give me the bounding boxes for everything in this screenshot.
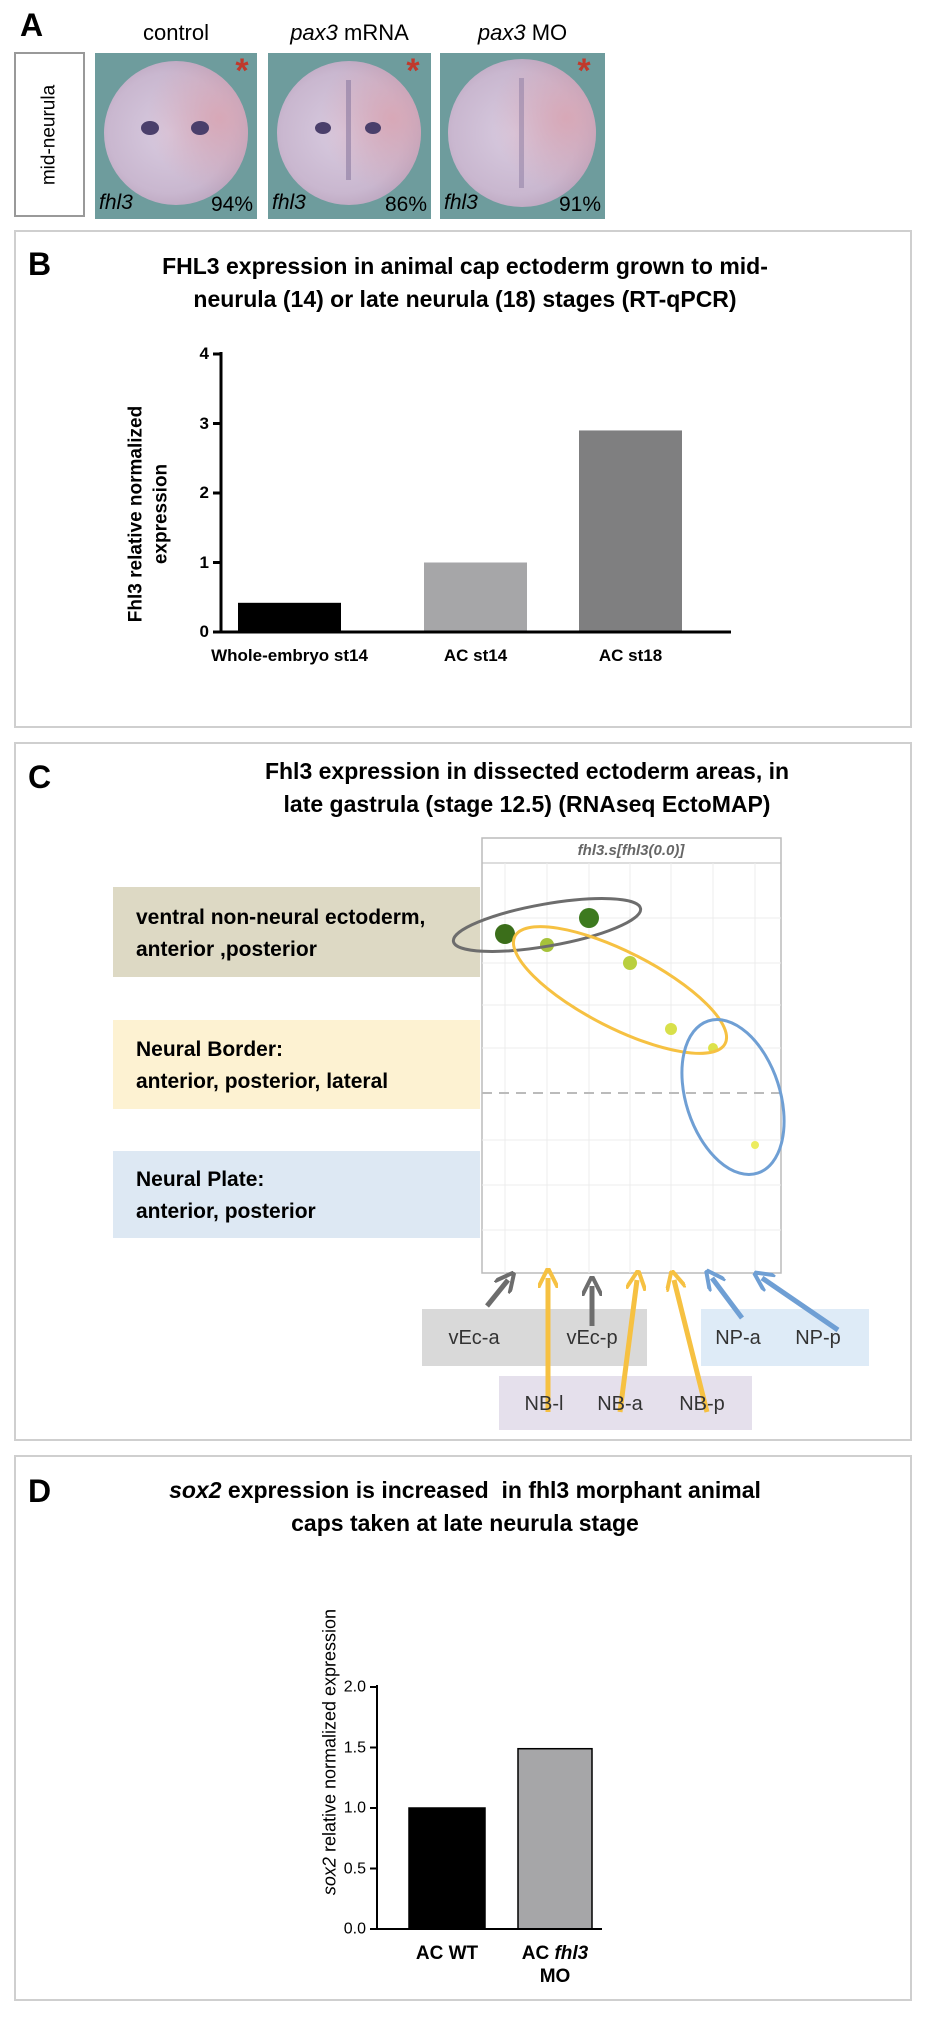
text-run: control xyxy=(142,20,210,45)
row-label-box xyxy=(14,52,85,217)
column-title: pax3 mRNA xyxy=(290,20,409,46)
panel-label: A xyxy=(20,7,44,43)
row-label: mid-neurula xyxy=(38,84,60,186)
bar xyxy=(517,1747,593,1930)
text-line: sox2 relative normalized expression xyxy=(318,1542,341,1962)
text-line: late gastrula (stage 12.5) (RNAseq EctoM… xyxy=(283,791,771,818)
text-line: anterior ,posterior xyxy=(136,937,317,961)
text-line: Fhl3 relative normalized xyxy=(125,405,147,623)
text-line: Neural Border: xyxy=(136,1038,284,1061)
text-run: expression is increased in fhl3 morphant… xyxy=(221,1477,761,1503)
group-label: Neural Plate: anterior, posterior xyxy=(136,1164,316,1227)
gene-label: fhl3 xyxy=(272,191,306,214)
panel-frame xyxy=(14,230,912,728)
plot-title: fhl3.s[fhl3(0.0)] xyxy=(577,842,685,859)
text-run: MO xyxy=(525,20,568,45)
panel-frame xyxy=(14,1455,912,2001)
text-run: sox2 xyxy=(319,1857,340,1896)
y-tick-label: 1.5 xyxy=(343,1738,366,1756)
text-line: caps taken at late neurula stage xyxy=(291,1510,639,1537)
expression-plot xyxy=(451,837,786,1274)
gene-label: fhl3 xyxy=(99,191,133,214)
text-run: pax3 xyxy=(477,20,526,45)
text-line: Neural Plate: xyxy=(136,1168,265,1191)
y-axis-label: sox2 relative normalized expression xyxy=(318,1542,341,1962)
text-line: neurula (14) or late neurula (18) stages… xyxy=(193,286,737,313)
text-run: pax3 xyxy=(290,20,338,45)
y-axis-label: Fhl3 relative normalized expression xyxy=(124,304,173,724)
sample-label: vEc-a xyxy=(448,1327,500,1349)
svg-text:*: * xyxy=(577,52,591,90)
bar xyxy=(424,562,527,632)
group-boxes xyxy=(113,887,869,1430)
sample-arrows xyxy=(485,1278,840,1413)
text-line: FHL3 expression in animal cap ectoderm g… xyxy=(162,253,768,279)
embryo-image: * xyxy=(95,52,257,219)
panel-frame xyxy=(14,742,912,1441)
x-tick-label: AC st14 xyxy=(443,646,508,665)
embryo-image: * xyxy=(268,52,431,219)
group-label: ventral non-neural ectoderm, anterior ,po… xyxy=(136,902,425,965)
column-title: pax3 MO xyxy=(478,20,567,46)
text-run: mRNA xyxy=(337,20,409,45)
panel-label: B xyxy=(28,246,52,282)
text-line: Fhl3 expression in dissected ectoderm ar… xyxy=(264,758,790,784)
chart-title: FHL3 expression in animal cap ectoderm g… xyxy=(85,250,845,317)
x-tick-label: Whole-embryo st14 xyxy=(211,646,368,665)
text-run: sox2 xyxy=(169,1477,222,1503)
y-tick-label: 0 xyxy=(199,621,209,641)
x-tick-label: AC st18 xyxy=(598,646,663,665)
y-tick-label: 0.0 xyxy=(343,1920,366,1938)
text-run: relative normalized expression xyxy=(319,1608,340,1858)
text-run: fhl3 xyxy=(554,1943,589,1964)
y-tick-label: 4 xyxy=(199,343,209,363)
y-tick-label: 3 xyxy=(199,413,209,433)
panel-title: Fhl3 expression in dissected ectoderm ar… xyxy=(177,755,877,822)
svg-text:*: * xyxy=(406,52,420,90)
bar xyxy=(408,1807,486,1930)
text-line: anterior, posterior xyxy=(136,1199,316,1223)
sample-label: NB-a xyxy=(597,1393,643,1415)
sample-label: NP-p xyxy=(795,1327,841,1349)
percent-label: 91% xyxy=(558,193,601,216)
group-label: Neural Border: anterior, posterior, later… xyxy=(136,1034,388,1097)
y-tick-label: 1 xyxy=(199,552,209,572)
embryo-image: * xyxy=(440,52,605,219)
y-tick-label: 2 xyxy=(199,482,209,502)
text-line: anterior, posterior, lateral xyxy=(136,1069,389,1093)
sample-label: NP-a xyxy=(715,1327,761,1349)
svg-text:*: * xyxy=(235,52,249,90)
y-tick-label: 1.0 xyxy=(343,1799,366,1817)
y-tick-label: 2.0 xyxy=(343,1678,366,1696)
text-run: AC xyxy=(521,1943,555,1964)
column-title: control xyxy=(143,20,209,46)
panel-label: C xyxy=(28,759,52,795)
sample-label: vEc-p xyxy=(566,1327,618,1349)
bar xyxy=(579,430,682,632)
gene-label: fhl3 xyxy=(444,191,478,214)
bar xyxy=(238,602,341,632)
text-line: ventral non-neural ectoderm, xyxy=(136,906,426,929)
percent-label: 94% xyxy=(210,193,253,216)
chart-title: sox2 expression is increased in fhl3 mor… xyxy=(85,1474,845,1541)
x-tick-label: AC WT xyxy=(415,1943,479,1964)
y-tick-label: 0.5 xyxy=(343,1859,366,1877)
percent-label: 86% xyxy=(384,193,427,216)
panel-label: D xyxy=(28,1473,52,1509)
sample-label: NB-l xyxy=(524,1393,564,1415)
text-run: MO xyxy=(539,1943,594,1987)
x-tick-label: AC fhl3 MO xyxy=(515,1943,595,1989)
sample-label: NB-p xyxy=(679,1393,725,1415)
text-line: sox2 expression is increased in fhl3 mor… xyxy=(85,1474,845,1507)
text-line: expression xyxy=(150,463,171,565)
